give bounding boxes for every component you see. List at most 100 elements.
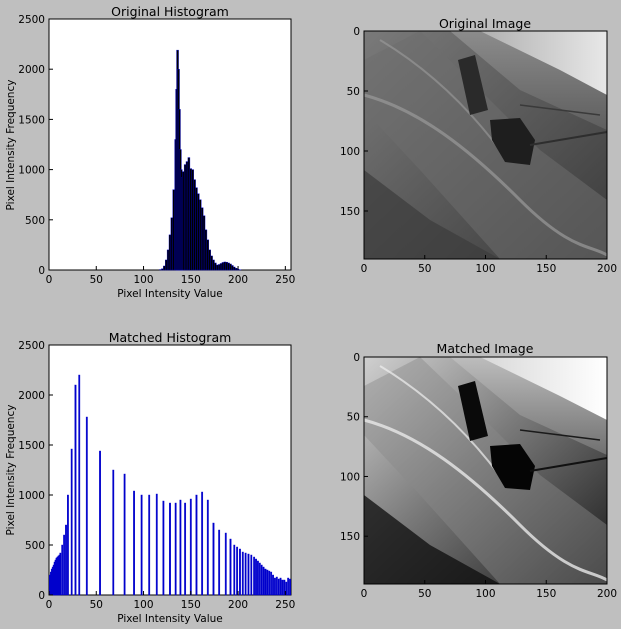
matched-histogram-bar: [274, 577, 276, 596]
matched-histogram-bar: [162, 500, 165, 596]
matched-image-xtick-label: 50: [418, 588, 431, 600]
matched-histogram-bar: [189, 498, 192, 596]
matched-histogram-bar: [224, 532, 227, 596]
original-image-ytick-label: 50: [347, 86, 360, 98]
matched-histogram-bars: [49, 374, 291, 596]
matched-image-title: Matched Image: [437, 341, 534, 356]
matched-histogram-panel: Matched Histogram 0 50 100 150 200 2500500100…: [5, 330, 295, 625]
matched-histogram-ytick-label: 0: [38, 590, 45, 602]
original-image-title: Original Image: [439, 16, 531, 31]
matched-histogram-bar: [289, 578, 291, 596]
matched-histogram-bar: [133, 490, 135, 596]
matched-histogram-xtick-label: 0: [46, 599, 53, 611]
matched-histogram-bar: [212, 522, 215, 596]
original-image-xtick-label: 50: [418, 263, 431, 275]
matched-histogram-bar: [70, 448, 73, 596]
matched-histogram-bar: [244, 552, 247, 596]
matched-histogram-bar: [272, 574, 274, 596]
matched-image-ytick-label: 100: [340, 471, 360, 483]
original-image-xtick-label: 200: [597, 263, 617, 275]
matched-histogram-ytick-label: 2500: [18, 340, 45, 352]
matched-histogram-bar: [247, 553, 250, 596]
matched-histogram-bar: [279, 577, 282, 596]
matched-histogram-bar: [277, 578, 280, 596]
matched-histogram-bar: [253, 556, 256, 596]
original-histogram-ytick-label: 0: [38, 265, 45, 277]
matched-histogram-bar: [74, 384, 77, 596]
original-histogram-panel: Original Histogram 0 50 100 150 200 250050010…: [5, 4, 295, 300]
original-image-panel: Original Image 0 50 100 150 200 0 50 100 150: [340, 16, 617, 275]
original-histogram-bar: [212, 259, 215, 271]
matched-histogram-bar: [257, 560, 259, 596]
matched-histogram-bar: [266, 569, 269, 596]
matched-histogram-bar: [218, 529, 221, 596]
matched-histogram-bar: [61, 544, 64, 596]
matched-image-xtick-label: 100: [475, 588, 495, 600]
matched-histogram-bar: [260, 564, 263, 596]
matched-image-xtick-label: 0: [361, 588, 368, 600]
original-image-xtick-label: 150: [536, 263, 556, 275]
original-histogram-xtick-label: 250: [275, 274, 295, 286]
matched-histogram-xtick-label: 50: [90, 599, 103, 611]
matched-histogram-bar: [169, 502, 171, 596]
matched-histogram-bar: [78, 374, 81, 596]
original-histogram-bars: [159, 49, 242, 271]
original-histogram-bar: [182, 171, 185, 271]
matched-histogram-bar: [155, 493, 158, 596]
original-histogram-xtick-label: 200: [228, 274, 248, 286]
original-image-xtick-label: 0: [361, 263, 368, 275]
original-histogram-ytick-label: 2000: [18, 64, 45, 76]
matched-histogram-bar: [258, 562, 261, 596]
matched-image-ytick-label: 50: [347, 412, 360, 424]
original-histogram-ytick-label: 500: [25, 215, 45, 227]
matched-histogram-xtick-label: 150: [181, 599, 201, 611]
matched-histogram-bar: [85, 416, 88, 596]
matched-image-xtick-label: 150: [536, 588, 556, 600]
matched-histogram-bar: [233, 544, 236, 596]
matched-histogram-xtick-label: 250: [275, 599, 295, 611]
matched-histogram-bar: [239, 548, 241, 596]
matched-histogram-bar: [174, 502, 177, 596]
matched-histogram-bar: [59, 552, 62, 596]
matched-histogram-title: Matched Histogram: [109, 330, 232, 345]
original-image-ytick-label: 100: [340, 146, 360, 158]
matched-histogram-bar: [281, 579, 284, 596]
original-image-xtick-label: 100: [475, 263, 495, 275]
matched-histogram-bar: [65, 524, 67, 596]
matched-image-ytick-label: 0: [353, 352, 360, 364]
matched-histogram-bar: [264, 568, 267, 596]
matched-histogram-xtick-label: 100: [134, 599, 154, 611]
matched-histogram-bar: [67, 494, 69, 596]
matched-histogram-bar: [270, 571, 273, 596]
matched-histogram-bar: [140, 494, 143, 596]
matched-histogram-bar: [241, 551, 244, 596]
matched-histogram-bar: [179, 499, 182, 596]
original-histogram-ylabel: Pixel Intensity Frequency: [5, 80, 17, 211]
matched-histogram-bar: [236, 546, 239, 596]
original-image-ytick-label: 150: [340, 206, 360, 218]
original-histogram-ytick-label: 1500: [18, 114, 45, 126]
original-histogram-xtick-label: 150: [181, 274, 201, 286]
matched-image-xtick-label: 200: [597, 588, 617, 600]
original-histogram-ytick-label: 2500: [18, 14, 45, 26]
matched-histogram-bar: [195, 494, 198, 596]
matched-histogram-bar: [206, 499, 209, 596]
original-image-ytick-label: 0: [353, 26, 360, 38]
matched-histogram-bar: [112, 469, 115, 596]
original-histogram-plot-area: [48, 18, 292, 271]
matched-histogram-bar: [63, 534, 66, 596]
original-image: [363, 30, 608, 260]
original-histogram-ytick-label: 1000: [18, 165, 45, 177]
original-histogram-title: Original Histogram: [111, 4, 229, 19]
matched-histogram-bar: [184, 502, 187, 596]
original-image-ticks: 0 50 100 150 200 0 50 100 150: [340, 26, 617, 275]
matched-histogram-bar: [250, 554, 253, 596]
matched-histogram-bar: [287, 577, 290, 596]
matched-histogram-ylabel: Pixel Intensity Frequency: [5, 405, 17, 536]
matched-histogram-ytick-label: 1000: [18, 490, 45, 502]
matched-histogram-ytick-label: 2000: [18, 390, 45, 402]
matched-histogram-bar: [148, 494, 151, 596]
